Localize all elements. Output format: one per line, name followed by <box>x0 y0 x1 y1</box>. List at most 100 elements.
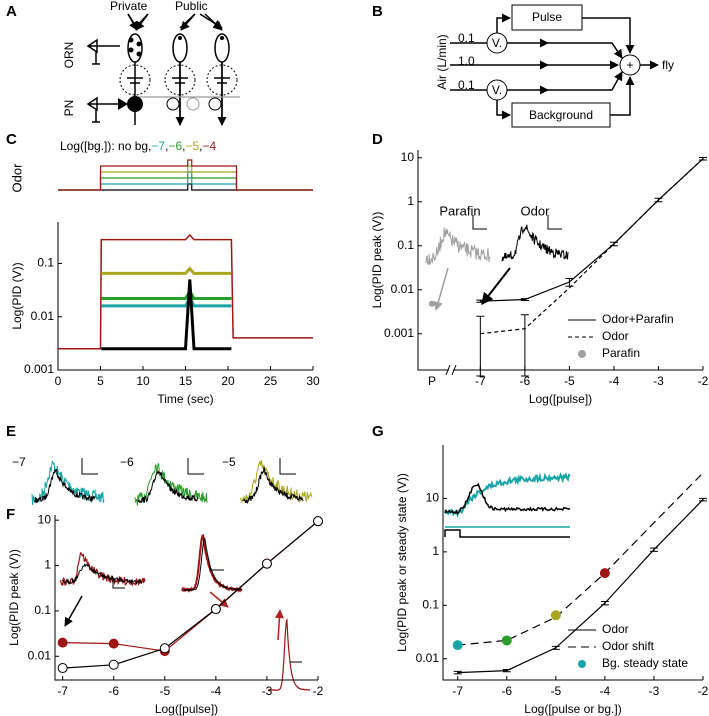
stimulus-trace <box>58 177 313 191</box>
error-bar <box>699 157 707 161</box>
x-tick-label: -5 <box>550 684 561 698</box>
panel-label: F <box>6 506 15 523</box>
stimulus-label: Odor <box>9 163 24 193</box>
x-tick-label: -6 <box>108 684 119 698</box>
error-bar <box>453 670 462 675</box>
arrow <box>180 13 196 31</box>
scale-bar <box>187 458 204 475</box>
x-tick-label: -2 <box>313 684 324 698</box>
trace <box>267 618 311 692</box>
y-tick-label: 10 <box>426 491 440 505</box>
scale-bar <box>209 565 224 571</box>
x-tick-label: -3 <box>262 684 273 698</box>
x-tick-label: 10 <box>136 374 150 388</box>
y-tick-label: 0.01 <box>28 648 52 662</box>
y-tick-label: 0.1 <box>37 256 54 270</box>
y-axis-label: Log(PID peak (V)) <box>7 549 21 646</box>
error-bar <box>649 547 658 552</box>
error-bar <box>565 278 574 287</box>
scale-bar <box>279 458 296 475</box>
legend-entry: no bg <box>118 139 148 153</box>
label-public: Public <box>175 0 208 13</box>
point <box>313 516 323 527</box>
trace <box>181 533 243 593</box>
y-tick-label: 1 <box>407 194 414 208</box>
pulse-label: Pulse <box>532 10 562 24</box>
inset-label: −5 <box>222 455 236 469</box>
break-gap <box>449 369 453 371</box>
x-tick-label: 30 <box>306 374 320 388</box>
y-tick-label: 0.01 <box>416 651 440 665</box>
legend-entry: −6 <box>168 139 182 153</box>
point <box>210 604 221 615</box>
legend-label: Odor shift <box>602 639 655 653</box>
legend-label: Odor <box>602 622 629 636</box>
point <box>57 663 68 674</box>
series-line <box>101 288 232 300</box>
label-pn: PN <box>62 100 76 117</box>
sum-label: + <box>626 58 633 72</box>
error-bar <box>476 315 485 377</box>
x-tick-label: -7 <box>452 684 463 698</box>
x-tick-label: -3 <box>649 684 660 698</box>
panel-label: A <box>6 3 17 20</box>
panel-label: G <box>372 423 384 440</box>
trace <box>183 537 243 592</box>
error-bar <box>476 299 485 303</box>
trace <box>34 468 96 503</box>
flow: 0.1 <box>458 78 475 92</box>
flow: 1.0 <box>458 54 475 68</box>
diagram-b: Air (L/min) 0.1 1.0 0.1 Pulse Background… <box>435 4 674 128</box>
series-line <box>457 499 704 674</box>
arrow <box>64 595 83 627</box>
arrow <box>204 13 223 31</box>
legend-label: Parafin <box>602 346 640 360</box>
y-tick-label: 0.1 <box>34 603 51 617</box>
x-tick-label: -6 <box>520 374 531 388</box>
error-bar <box>609 241 618 247</box>
inset-label: −6 <box>120 455 134 469</box>
flow: 0.1 <box>458 31 475 45</box>
label-private: Private <box>110 0 148 13</box>
y-tick-label: 0.001 <box>24 362 54 376</box>
y-tick-label: 0.1 <box>422 597 439 611</box>
axes <box>417 150 703 371</box>
x-axis-label: Log([pulse]) <box>155 702 218 716</box>
stimulus-trace <box>58 159 313 191</box>
diagram-a: Private Public ORN PN <box>62 0 240 125</box>
legend-marker <box>578 660 586 668</box>
stimulus-trace <box>58 183 313 191</box>
valve-label: V. <box>492 83 502 97</box>
error-bar <box>502 668 511 673</box>
x-tick-label: P <box>428 374 436 388</box>
legend-entry: −4 <box>203 139 217 153</box>
y-axis-label: Log(PID (V)) <box>10 262 24 329</box>
x-tick-label: 0 <box>55 374 62 388</box>
error-bar <box>520 314 529 377</box>
x-tick-label: -3 <box>653 374 664 388</box>
x-tick-label: -4 <box>211 684 222 698</box>
x-axis-label: Time (sec) <box>157 392 213 406</box>
legend-label: Bg. steady state <box>602 656 688 670</box>
air-label: Air (L/min) <box>435 34 449 89</box>
inset-label: −7 <box>12 455 26 469</box>
legend-entry: −7 <box>151 139 165 153</box>
point <box>261 558 272 569</box>
error-bar <box>600 600 609 606</box>
scale-bar <box>81 458 98 475</box>
stim <box>444 529 570 538</box>
legend-entry: , <box>199 139 202 153</box>
x-tick-label: 25 <box>264 374 278 388</box>
error-bar <box>520 298 529 301</box>
error-bar <box>654 197 663 203</box>
legend: Log([bg.]): no bg,−7,−6,−5,−4 <box>60 139 217 153</box>
point <box>159 643 170 654</box>
axes <box>54 515 318 681</box>
arrow <box>433 267 449 311</box>
legend-marker <box>578 350 586 358</box>
series-line <box>101 266 232 275</box>
inset-label: Parafin <box>439 203 480 218</box>
legend-entry: , <box>148 139 151 153</box>
inset-label: Odor <box>521 203 551 218</box>
panel-label: B <box>372 3 383 20</box>
